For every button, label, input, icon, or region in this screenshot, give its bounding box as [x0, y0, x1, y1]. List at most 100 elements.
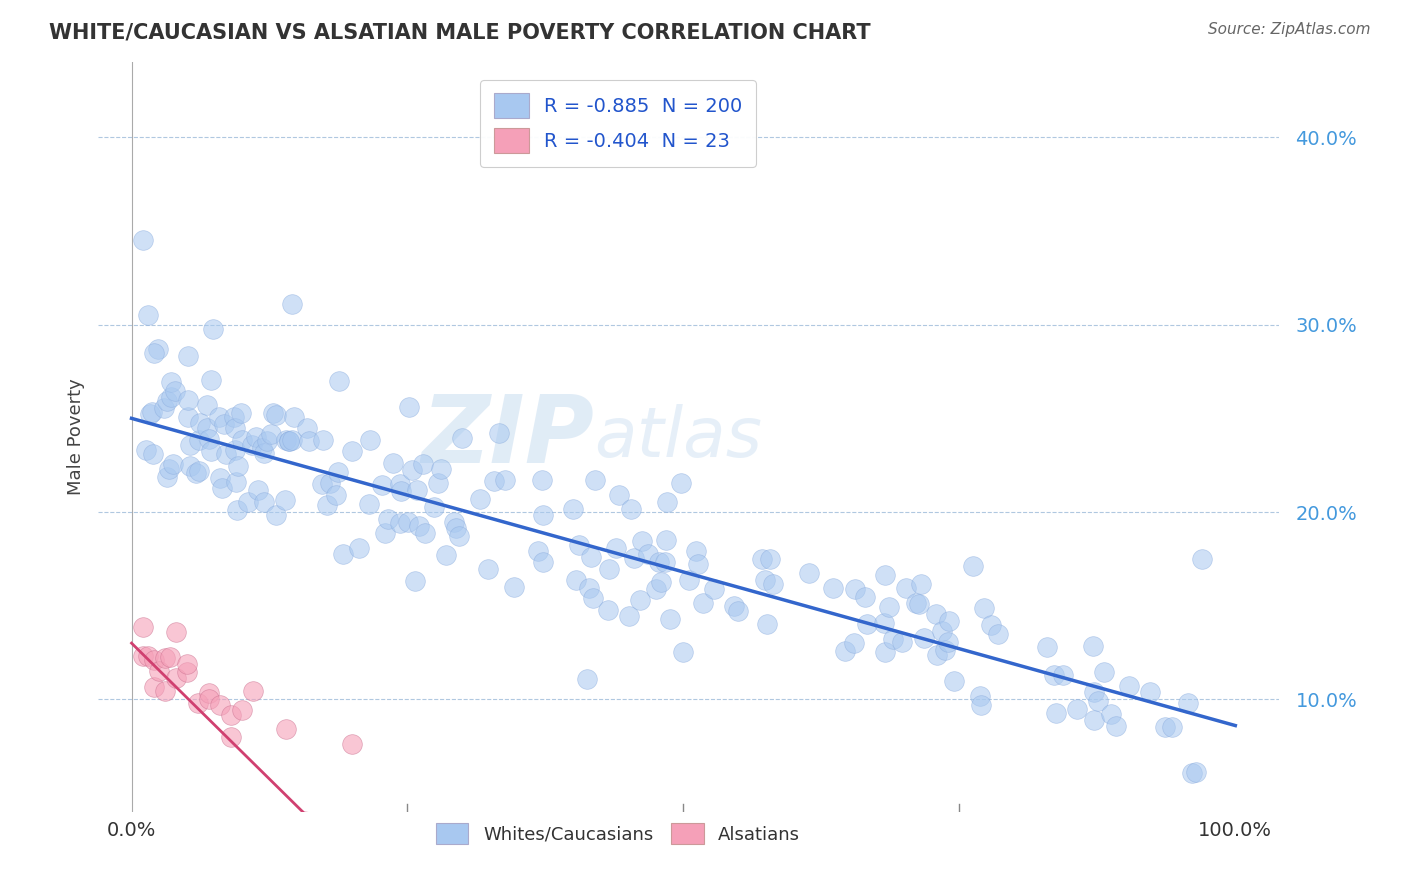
- Point: [281, 433, 304, 447]
- Point: [198, 433, 221, 447]
- Point: [176, 409, 198, 424]
- Point: [970, 698, 993, 712]
- Point: [686, 558, 709, 572]
- Point: [224, 420, 246, 434]
- Point: [165, 625, 187, 640]
- Point: [1036, 640, 1059, 655]
- Point: [877, 599, 900, 614]
- Point: [659, 612, 682, 626]
- Point: [973, 600, 995, 615]
- Point: [195, 421, 218, 435]
- Point: [371, 478, 394, 492]
- Point: [1177, 696, 1199, 710]
- Point: [274, 722, 297, 736]
- Point: [359, 497, 381, 511]
- Point: [908, 597, 931, 611]
- Point: [195, 398, 218, 412]
- Point: [332, 547, 354, 561]
- Point: [623, 550, 645, 565]
- Point: [759, 552, 782, 566]
- Point: [873, 645, 896, 659]
- Point: [260, 427, 283, 442]
- Point: [266, 409, 288, 423]
- Point: [692, 596, 714, 610]
- Point: [1045, 706, 1067, 720]
- Point: [723, 599, 745, 614]
- Point: [179, 458, 201, 473]
- Point: [256, 434, 278, 449]
- Point: [186, 466, 208, 480]
- Point: [925, 607, 948, 622]
- Point: [156, 470, 179, 484]
- Point: [274, 433, 297, 447]
- Point: [312, 434, 335, 448]
- Point: [678, 573, 700, 587]
- Point: [242, 684, 264, 698]
- Point: [962, 559, 984, 574]
- Point: [224, 443, 246, 458]
- Point: [176, 657, 198, 671]
- Text: atlas: atlas: [595, 403, 762, 471]
- Point: [200, 374, 222, 388]
- Point: [1066, 702, 1088, 716]
- Point: [797, 566, 820, 581]
- Point: [834, 644, 856, 658]
- Point: [1160, 720, 1182, 734]
- Point: [1083, 713, 1105, 727]
- Point: [141, 405, 163, 419]
- Point: [247, 483, 270, 497]
- Point: [202, 322, 225, 336]
- Point: [648, 555, 671, 569]
- Point: [451, 431, 474, 445]
- Point: [377, 512, 399, 526]
- Point: [389, 484, 412, 499]
- Point: [910, 577, 932, 591]
- Point: [482, 475, 505, 489]
- Point: [408, 518, 430, 533]
- Point: [426, 475, 449, 490]
- Point: [190, 417, 212, 431]
- Point: [188, 464, 211, 478]
- Point: [987, 627, 1010, 641]
- Point: [278, 434, 301, 448]
- Point: [148, 665, 170, 679]
- Point: [1153, 720, 1175, 734]
- Point: [564, 573, 586, 587]
- Point: [136, 309, 159, 323]
- Point: [131, 648, 153, 663]
- Point: [281, 297, 304, 311]
- Point: [374, 526, 396, 541]
- Point: [238, 495, 260, 509]
- Point: [503, 581, 526, 595]
- Point: [231, 703, 253, 717]
- Point: [1042, 668, 1064, 682]
- Point: [873, 568, 896, 582]
- Point: [153, 683, 176, 698]
- Point: [927, 648, 949, 663]
- Point: [655, 495, 678, 509]
- Point: [942, 673, 965, 688]
- Point: [527, 544, 550, 558]
- Point: [131, 620, 153, 634]
- Point: [245, 430, 267, 444]
- Point: [645, 582, 668, 596]
- Point: [160, 375, 183, 389]
- Point: [177, 349, 200, 363]
- Point: [388, 477, 411, 491]
- Point: [1083, 639, 1105, 653]
- Point: [219, 731, 242, 745]
- Point: [283, 409, 305, 424]
- Point: [229, 407, 252, 421]
- Point: [319, 476, 342, 491]
- Point: [224, 410, 246, 425]
- Point: [873, 615, 896, 630]
- Point: [157, 462, 180, 476]
- Point: [568, 538, 591, 552]
- Point: [856, 617, 879, 632]
- Point: [934, 643, 956, 657]
- Point: [434, 549, 457, 563]
- Point: [1087, 693, 1109, 707]
- Point: [198, 692, 221, 706]
- Point: [980, 618, 1002, 632]
- Point: [208, 698, 231, 712]
